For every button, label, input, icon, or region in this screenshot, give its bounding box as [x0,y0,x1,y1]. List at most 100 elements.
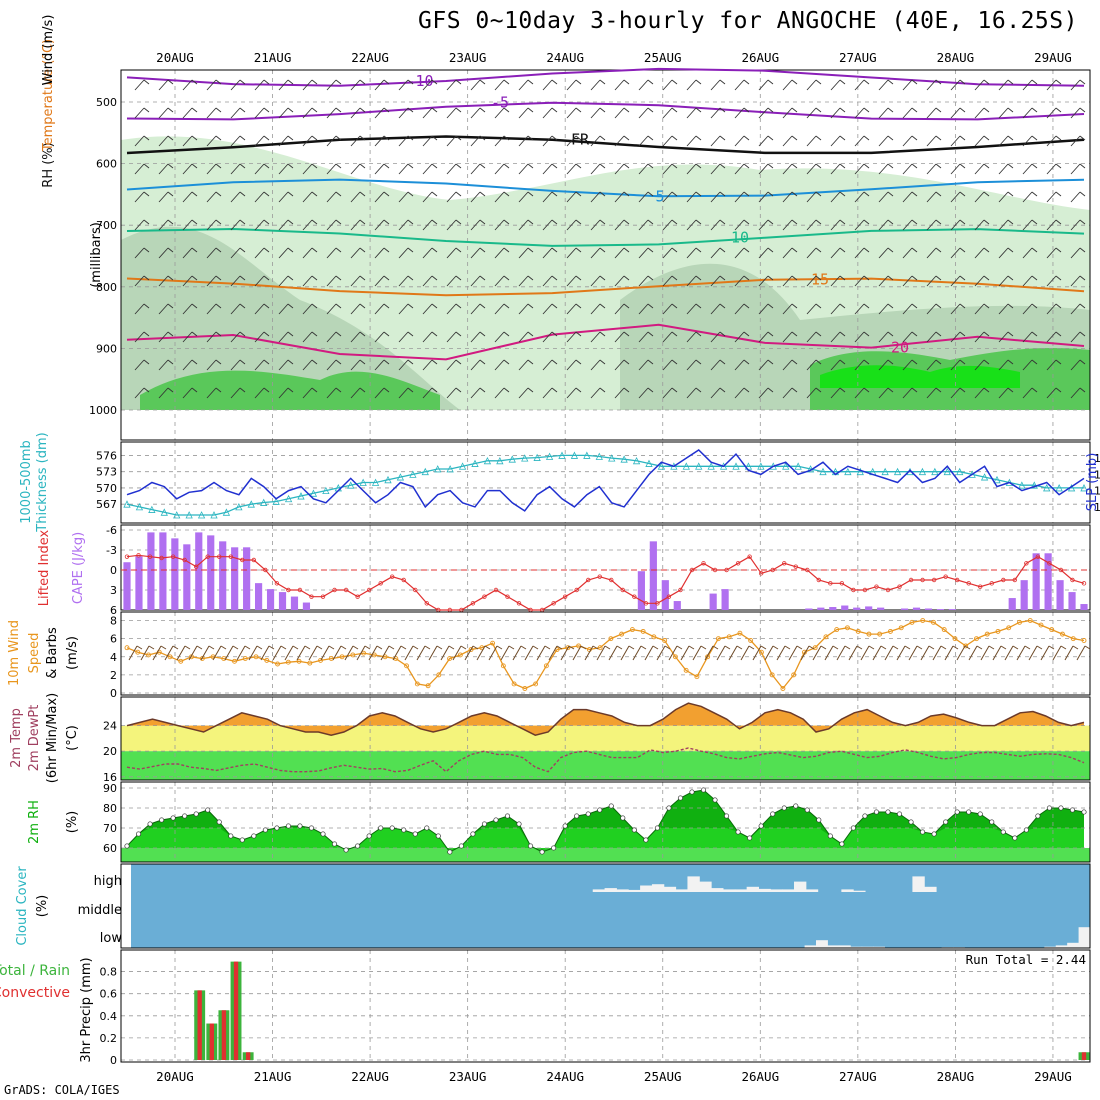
rh-point [804,807,810,813]
thickness-point [657,462,666,470]
wind-barb [926,275,942,287]
surface-wind-barb [692,645,707,661]
surface-wind-barb [320,645,335,661]
surface-wind-barb [932,645,947,661]
wind-barb [782,79,798,91]
wind-barb [1022,107,1038,119]
thickness-point [956,467,964,476]
wind-barb [494,359,510,371]
wind-barb [542,163,558,175]
rh-point [816,817,822,823]
wind-barb [854,303,870,315]
li-point [805,567,810,573]
wind-barb [1022,387,1038,399]
cloud-low-bar [1044,946,1057,948]
cape-bar [147,532,155,610]
wind-barb [830,219,846,231]
wind-speed-point [307,660,313,666]
rh-point [896,811,903,817]
li-point [1035,554,1041,559]
wind-barb [1046,359,1062,371]
wind-barb [1022,135,1038,147]
wind-barb [710,359,726,371]
li-point [989,581,994,586]
wind-barb [350,135,366,147]
wind-barb [782,303,798,315]
wind-barb [566,247,582,259]
wind-barb [926,79,942,91]
cloud-low-bar [850,946,863,948]
wind-barb [134,359,150,371]
li-point [251,557,257,563]
wind-speed-point [1070,636,1076,642]
surface-wind-barb [1064,645,1079,661]
cloud-high-bar [675,889,688,892]
temperature-legend-label: Temperature (°C) [41,39,56,152]
li-point [793,564,798,569]
cape-bar [673,601,681,610]
wind-barb [782,219,798,231]
date-label-bottom: 22AUG [351,1069,389,1084]
wind-barb [1046,79,1062,91]
surface-wind-barb [644,645,659,661]
wind-barb [782,191,798,203]
wind-barb [206,303,222,315]
thickness-point [322,486,330,495]
pressure-axis-label: (millibars) [89,222,104,288]
wind-barb [158,163,174,175]
thickness-point [446,465,454,473]
wind-tick-label: 4 [110,651,117,664]
wind-barb [494,331,510,343]
isotherm-label: 5 [655,187,664,205]
li-point [413,587,418,593]
wind-speed-point [748,638,754,643]
rh-shade-bright [820,365,1020,388]
wind-barb [182,247,198,259]
wind-barb [350,107,366,119]
wind-barb [230,191,246,203]
rh-point [574,813,580,819]
slp-tick-label: 1022 [1094,452,1100,465]
wind-speed-point [1038,622,1044,628]
surface-wind-barb [800,645,815,661]
wind-barb [950,107,966,119]
wind-barb [566,359,582,371]
wind-barb [518,359,534,371]
wind-speed-point [995,628,1001,634]
surface-wind-barb [416,645,431,661]
wind-barb [158,247,174,259]
wind-barb [278,247,294,259]
surface-wind-barb [1052,645,1067,661]
wind-barb [974,359,990,371]
li-point [735,561,741,566]
wind-barb [998,191,1014,203]
li-point [758,571,764,576]
wind-barb [590,247,606,259]
wind-barb [974,219,990,231]
wind-barb [254,331,270,343]
rh-point [274,825,280,831]
wind-barb [398,219,414,231]
cape-bar [266,589,275,610]
surface-wind-barb [788,645,803,661]
surface-wind-barb [128,645,143,661]
wind-barb [974,303,990,315]
surface-wind-barb [284,645,299,661]
wind-barb [302,191,318,203]
wind-barb [470,275,486,287]
wind-barb [830,275,846,287]
wind-barb [1070,303,1086,315]
wind-speed-point [146,652,151,658]
wind-barb [254,79,270,91]
surface-wind-barb [524,645,539,661]
wind-barb [878,107,894,119]
thickness-point [943,467,951,476]
wind-barb [806,163,822,175]
isotherm-label: 10 [731,229,749,247]
rh-point [378,825,384,831]
wind-barb [206,135,222,147]
li-point [897,584,902,589]
cloud-high-bar [651,884,665,892]
wind-speed-point [318,657,324,663]
